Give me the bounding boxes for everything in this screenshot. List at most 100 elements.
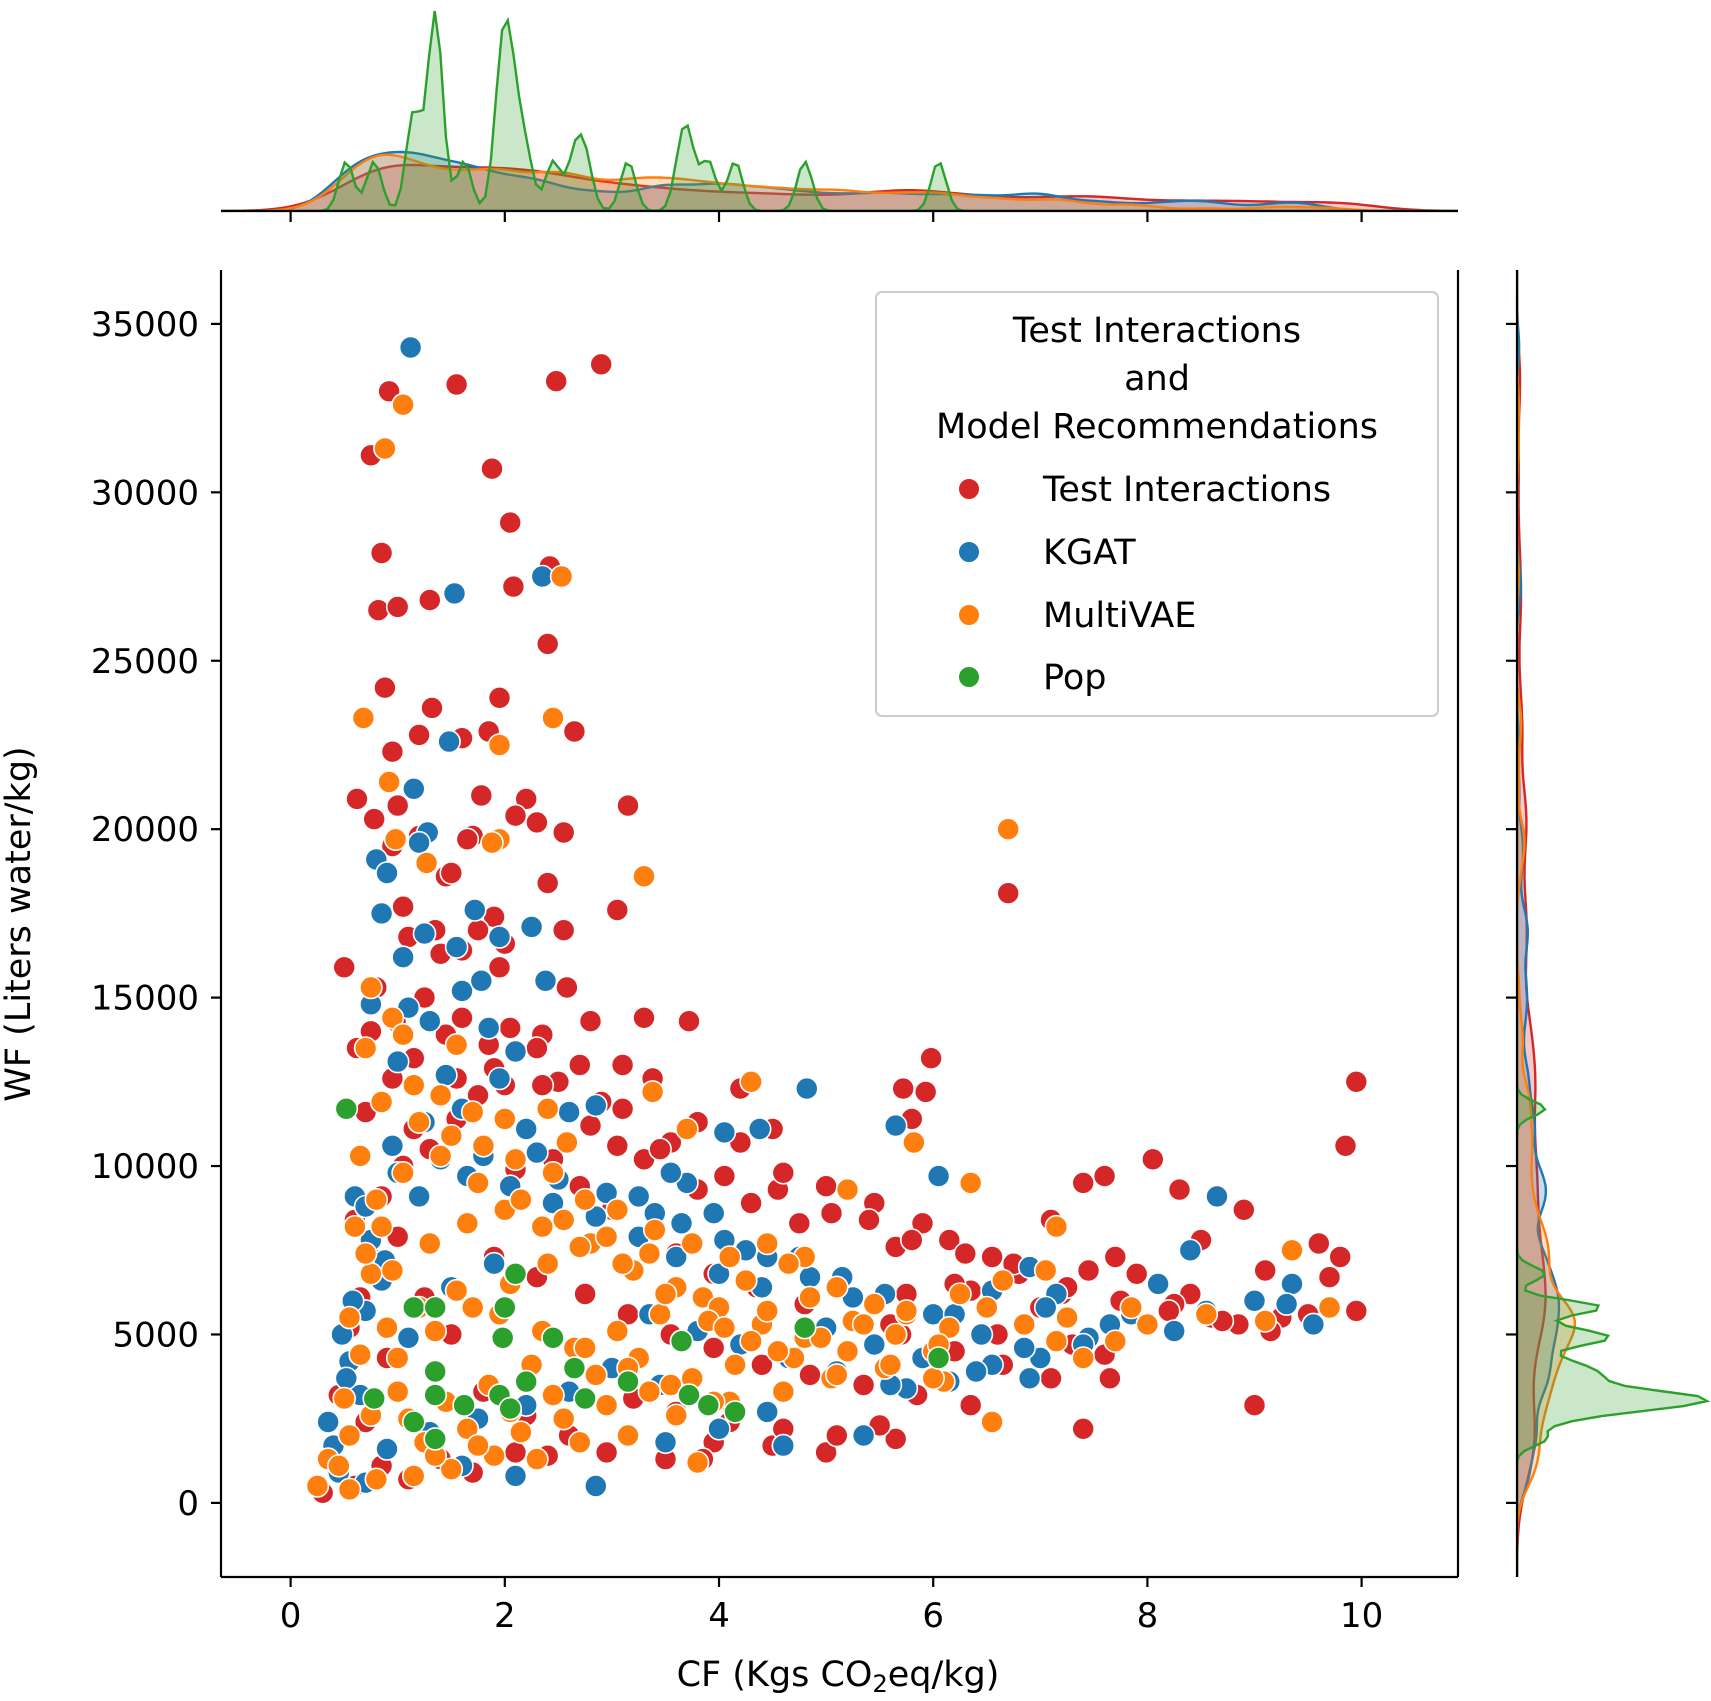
data-point xyxy=(605,1319,630,1343)
data-point xyxy=(1301,1312,1326,1337)
data-point xyxy=(739,1070,763,1094)
right-marginal-kde-curves xyxy=(1517,270,1711,1577)
data-point xyxy=(364,1187,389,1212)
data-point xyxy=(420,696,444,720)
data-point xyxy=(980,1410,1004,1434)
top-marginal-kde-curves xyxy=(221,10,1458,212)
data-point xyxy=(996,817,1021,842)
data-point xyxy=(1162,1319,1186,1343)
data-point xyxy=(373,436,397,461)
data-point xyxy=(1194,1302,1219,1327)
data-point xyxy=(1317,1265,1342,1289)
data-point xyxy=(501,574,526,599)
data-point xyxy=(707,1417,731,1441)
data-point xyxy=(948,1282,972,1306)
data-point xyxy=(610,1251,635,1276)
data-point xyxy=(1167,1177,1192,1202)
data-point xyxy=(1039,1366,1063,1391)
data-point xyxy=(573,1386,597,1411)
data-point xyxy=(567,1235,592,1259)
data-point xyxy=(1232,1198,1256,1222)
data-point xyxy=(487,685,512,710)
data-point xyxy=(1103,1329,1128,1353)
data-point xyxy=(503,803,528,828)
data-point xyxy=(348,1342,373,1367)
data-point xyxy=(824,1423,849,1448)
data-point xyxy=(417,1009,442,1034)
data-point xyxy=(417,1231,442,1256)
data-point xyxy=(798,1265,822,1289)
data-point xyxy=(455,1417,480,1441)
data-point xyxy=(380,1134,405,1158)
data-point xyxy=(771,1161,796,1185)
data-point xyxy=(535,632,560,656)
data-point xyxy=(1146,1272,1170,1296)
data-point xyxy=(787,1211,812,1236)
data-point xyxy=(332,1386,357,1411)
data-point xyxy=(383,827,408,852)
legend-label-pop: Pop xyxy=(1043,658,1107,698)
data-point xyxy=(653,1282,678,1306)
data-point xyxy=(359,975,383,1000)
data-point xyxy=(369,901,394,926)
data-point xyxy=(423,1319,448,1343)
data-point xyxy=(750,1353,774,1377)
x-axis-label: CF (Kgs CO2eq/kg) xyxy=(677,1655,1000,1698)
data-point xyxy=(373,675,397,700)
data-point xyxy=(423,1295,448,1320)
data-point xyxy=(391,894,415,919)
data-point xyxy=(466,918,490,943)
data-point xyxy=(1141,1147,1165,1172)
data-point xyxy=(353,1036,378,1060)
data-point xyxy=(899,1228,924,1252)
data-point xyxy=(701,1201,726,1225)
data-point xyxy=(677,1383,701,1407)
data-point xyxy=(1344,1299,1369,1323)
data-point xyxy=(555,975,579,1000)
data-point xyxy=(428,1144,453,1168)
data-point xyxy=(792,1315,817,1340)
data-point xyxy=(583,1363,608,1387)
data-point xyxy=(391,1161,415,1185)
data-point xyxy=(664,1403,689,1428)
data-point xyxy=(723,1353,747,1377)
data-point xyxy=(1328,1245,1352,1269)
data-point xyxy=(519,915,544,939)
data-point xyxy=(1103,1245,1128,1269)
data-point xyxy=(814,1174,838,1198)
data-point xyxy=(626,1184,651,1209)
data-point xyxy=(755,1299,780,1323)
data-point xyxy=(573,1187,597,1212)
data-point xyxy=(480,456,504,481)
data-point xyxy=(541,1383,565,1407)
data-point xyxy=(423,1359,448,1384)
data-point xyxy=(583,1093,608,1118)
data-point xyxy=(337,1305,362,1330)
data-point xyxy=(462,898,487,922)
data-point xyxy=(407,1184,431,1209)
data-point xyxy=(701,1336,726,1360)
data-point xyxy=(375,861,399,885)
data-point xyxy=(337,1423,362,1448)
data-point xyxy=(401,776,426,801)
data-point xyxy=(332,955,357,980)
data-point xyxy=(437,729,461,754)
data-point xyxy=(1033,1295,1058,1320)
data-point xyxy=(305,1474,330,1498)
data-point xyxy=(503,1464,528,1488)
data-point xyxy=(525,810,549,835)
data-point xyxy=(530,1073,555,1097)
data-point xyxy=(567,1430,592,1455)
data-point xyxy=(316,1410,340,1434)
data-point xyxy=(428,1083,453,1108)
top-kde-pop xyxy=(221,10,1458,212)
x-tick-label: 2 xyxy=(494,1596,516,1636)
data-point xyxy=(525,1140,549,1165)
data-point xyxy=(442,581,467,606)
data-point xyxy=(555,1130,579,1155)
data-point xyxy=(610,1097,635,1121)
data-point xyxy=(514,1369,539,1394)
data-point xyxy=(755,1231,780,1256)
y-tick-label: 35000 xyxy=(91,305,199,345)
